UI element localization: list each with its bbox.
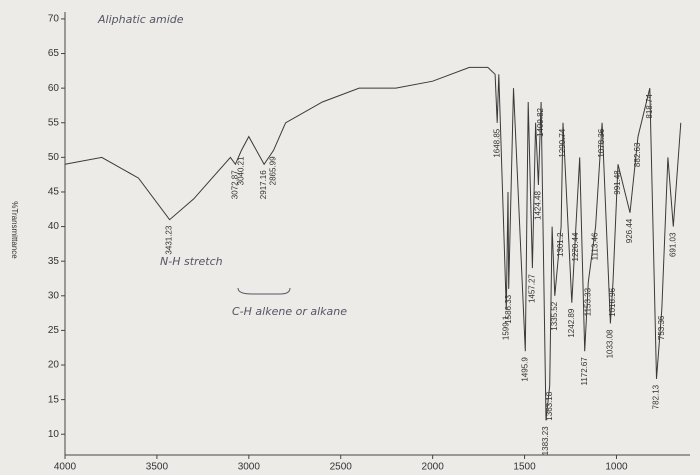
x-tick-label: 1000	[605, 462, 628, 473]
y-tick-label: 45	[48, 187, 60, 198]
x-tick-label: 4000	[54, 462, 77, 473]
x-tick-label: 1500	[513, 462, 536, 473]
peak-label: 753.36	[657, 315, 666, 340]
peak-label: 3072.87	[231, 170, 240, 199]
peak-label: 1335.52	[550, 301, 559, 330]
peak-label: 818.74	[645, 94, 654, 119]
peak-label: 1457.27	[528, 274, 537, 303]
y-tick-label: 60	[48, 83, 60, 94]
peak-label: 1363.18	[545, 391, 554, 420]
peak-label: 1409.82	[536, 107, 545, 136]
peak-label: 1301.2	[556, 232, 565, 257]
peak-label: 1220.44	[571, 232, 580, 261]
peak-label: 1383.23	[541, 426, 550, 455]
x-tick-label: 3500	[146, 462, 169, 473]
peak-label: 1018.96	[608, 287, 617, 316]
peak-label: 1586.33	[504, 294, 513, 323]
peak-label: 1242.89	[567, 308, 576, 337]
peak-label: 1033.08	[605, 329, 614, 358]
spectrum-line	[64, 66, 682, 421]
y-tick-label: 70	[48, 14, 60, 25]
peak-label: 1153.33	[583, 287, 592, 316]
annotation: N-H stretch	[160, 255, 223, 268]
peak-label: 1648.85	[492, 128, 501, 157]
peak-label: 691.03	[668, 232, 677, 257]
y-tick-label: 35	[48, 256, 60, 267]
y-tick-label: 20	[48, 360, 60, 371]
peak-label: 2865.99	[269, 156, 278, 185]
peak-label: 2917.16	[259, 170, 268, 199]
x-tick-label: 2000	[422, 462, 445, 473]
y-tick-label: 50	[48, 152, 60, 163]
x-tick-label: 3000	[238, 462, 261, 473]
peak-label: 782.13	[652, 384, 661, 409]
peak-label: 3431.23	[165, 225, 174, 254]
y-axis-label: %Transmittance	[10, 201, 19, 259]
annotation: C-H alkene or alkane	[232, 305, 347, 318]
bracket	[237, 287, 291, 295]
peak-label: 1290.74	[558, 128, 567, 157]
chart-title: Aliphatic amide	[97, 13, 184, 26]
peak-label: 882.63	[633, 142, 642, 167]
peak-label: 1599.1	[501, 315, 510, 340]
y-tick-label: 65	[48, 48, 60, 59]
x-tick-label: 2500	[330, 462, 353, 473]
y-tick-label: 10	[48, 429, 60, 440]
peak-label: 1078.36	[597, 128, 606, 157]
y-tick-label: 15	[48, 394, 60, 405]
peak-label: 1172.67	[580, 357, 589, 386]
peak-label: 991.48	[613, 170, 622, 195]
peak-label: 1424.48	[534, 191, 543, 220]
peak-label: 3040.21	[237, 156, 246, 185]
y-tick-label: 55	[48, 117, 60, 128]
y-tick-label: 25	[48, 325, 60, 336]
peak-label: 1495.9	[520, 357, 529, 382]
y-tick-label: 40	[48, 221, 60, 232]
peak-label: 1113.46	[591, 232, 600, 260]
y-tick-label: 30	[48, 290, 60, 301]
peak-label: 926.44	[625, 218, 634, 243]
